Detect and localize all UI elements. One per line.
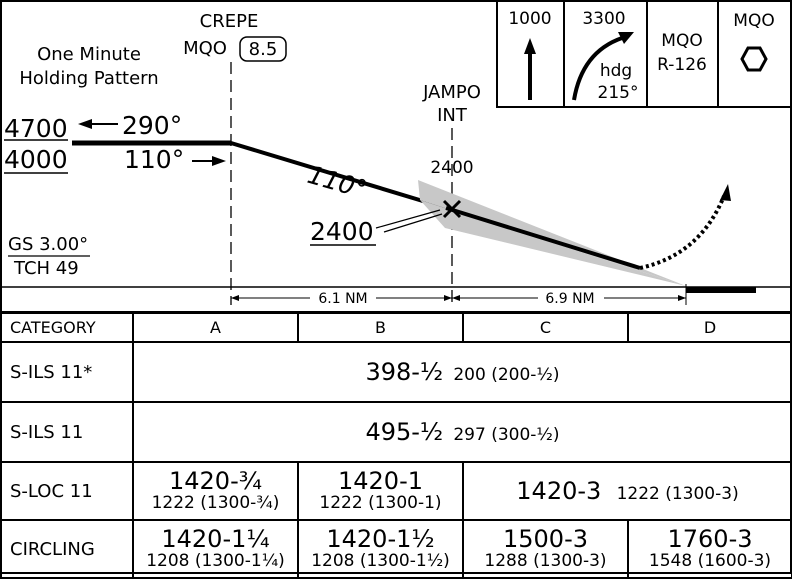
category-c-header: C (462, 312, 629, 343)
altitude-4000: 4000 (4, 145, 68, 174)
s-loc-cd-main: 1420-3 (516, 477, 602, 505)
jampo-intersection-icon (442, 199, 462, 219)
category-header: CATEGORY (0, 312, 134, 343)
s-ils-sub: 297 (300-½) (453, 425, 560, 445)
threshold-crossing-height: TCH 49 (13, 258, 79, 279)
dist2-arrow-left (452, 295, 460, 301)
s-loc-cat-cd: 1420-3 1222 (1300-3) (462, 461, 792, 521)
s-loc-b-main: 1420-1 (337, 467, 423, 496)
dist1-arrow-left (231, 295, 239, 301)
radial-nav: MQO (661, 31, 702, 51)
jampo-fix-type: INT (437, 105, 468, 126)
s-ils-label: S-ILS 11 (0, 401, 134, 463)
circling-b-sub: 1208 (1300-1½) (311, 550, 450, 571)
missed-approach-boxes (496, 0, 792, 108)
outbound-arrow-head (78, 119, 92, 129)
circling-d-sub: 1548 (1600-3) (648, 550, 772, 571)
s-ils-row: S-ILS 11 495-½ 297 (300-½) (0, 401, 792, 463)
crepe-nav-name: MQO (183, 38, 227, 59)
minimums-header-row: CATEGORY A B C D (0, 312, 792, 343)
dist1-arrow-right (444, 295, 452, 301)
climb-altitude: 1000 (508, 9, 551, 29)
distance-crepe-jampo: 6.1 NM (318, 291, 367, 307)
inbound-course: 110° (124, 145, 184, 174)
descent-segment-crepe-jampo (230, 141, 447, 210)
outbound-course: 290° (122, 111, 182, 140)
dist2-arrow-right (678, 295, 686, 301)
circling-c-main: 1500-3 (502, 525, 588, 554)
holding-pattern-label-2: Holding Pattern (19, 68, 158, 89)
s-ils-star-row: S-ILS 11* 398-½ 200 (200-½) (0, 341, 792, 403)
circling-b-main: 1420-1½ (326, 525, 435, 554)
s-ils-star-label: S-ILS 11* (0, 341, 134, 403)
climb-turn-altitude: 3300 (582, 9, 625, 29)
s-loc-a-sub: 1222 (1300-¾) (151, 492, 280, 513)
category-a-header: A (132, 312, 299, 343)
final-approach-segment (445, 206, 641, 270)
radial-value: R-126 (657, 55, 707, 75)
category-d-header: D (627, 312, 792, 343)
missed-approach-path (639, 195, 726, 270)
glideslope-wedge (418, 180, 686, 286)
circling-a-main: 1420-1¼ (161, 525, 270, 554)
glideslope-angle: GS 3.00° (8, 234, 88, 255)
s-ils-star-sub: 200 (200-½) (453, 365, 560, 385)
circling-cat-c: 1500-3 1288 (1300-3) (462, 519, 629, 579)
circling-label: CIRCLING (0, 519, 134, 579)
circling-cat-a: 1420-1¼ 1208 (1300-1¼) (132, 519, 299, 579)
climbing-right-turn-arrow-icon (572, 32, 634, 101)
jampo-fix-name: JAMPO (422, 82, 481, 103)
distance-jampo-threshold: 6.9 NM (545, 291, 594, 307)
s-loc-label: S-LOC 11 (0, 461, 134, 521)
crepe-fix-name: CREPE (200, 11, 259, 32)
circling-cat-b: 1420-1½ 1208 (1300-1½) (297, 519, 464, 579)
jampo-pointer-1 (375, 209, 441, 229)
jampo-altitude-underlined: 2400 (310, 217, 374, 246)
category-b-header: B (297, 312, 464, 343)
turn-heading-label: hdg (600, 61, 632, 81)
climb-straight-arrow-icon (524, 38, 536, 100)
s-loc-cat-a: 1420-¾ 1222 (1300-¾) (132, 461, 299, 521)
jampo-pointer-2 (383, 213, 443, 233)
circling-a-sub: 1208 (1300-1¼) (146, 550, 285, 571)
s-ils-star-main: 398-½ (365, 358, 444, 386)
hold-nav: MQO (733, 11, 774, 31)
minimums-table: CATEGORY A B C D S-ILS 11* 398-½ 200 (20… (0, 312, 792, 579)
descent-course: 110° (304, 160, 370, 204)
circling-cat-d: 1760-3 1548 (1600-3) (627, 519, 792, 579)
circling-d-main: 1760-3 (667, 525, 753, 554)
vor-icon (740, 46, 768, 72)
turn-heading-value: 215° (598, 83, 639, 103)
s-ils-star-value: 398-½ 200 (200-½) (132, 341, 792, 403)
holding-pattern-label-1: One Minute (37, 44, 141, 65)
jampo-altitude: 2400 (430, 158, 473, 178)
crepe-dme-box (239, 36, 287, 62)
s-ils-main: 495-½ (365, 418, 444, 446)
s-ils-value: 495-½ 297 (300-½) (132, 401, 792, 463)
s-loc-b-sub: 1222 (1300-1) (319, 492, 442, 513)
s-loc-cat-b: 1420-1 1222 (1300-1) (297, 461, 464, 521)
s-loc-cd-sub: 1222 (1300-3) (616, 484, 739, 504)
circling-c-sub: 1288 (1300-3) (484, 550, 607, 571)
s-loc-a-main: 1420-¾ (169, 467, 262, 496)
crepe-dme-value: 8.5 (249, 39, 278, 60)
s-loc-row: S-LOC 11 1420-¾ 1222 (1300-¾) 1420-1 122… (0, 461, 792, 521)
missed-approach-arrow-head (720, 184, 731, 201)
circling-row: CIRCLING 1420-1¼ 1208 (1300-1¼) 1420-1½ … (0, 519, 792, 579)
inbound-arrow-head (212, 156, 226, 166)
altitude-4700: 4700 (4, 114, 68, 143)
